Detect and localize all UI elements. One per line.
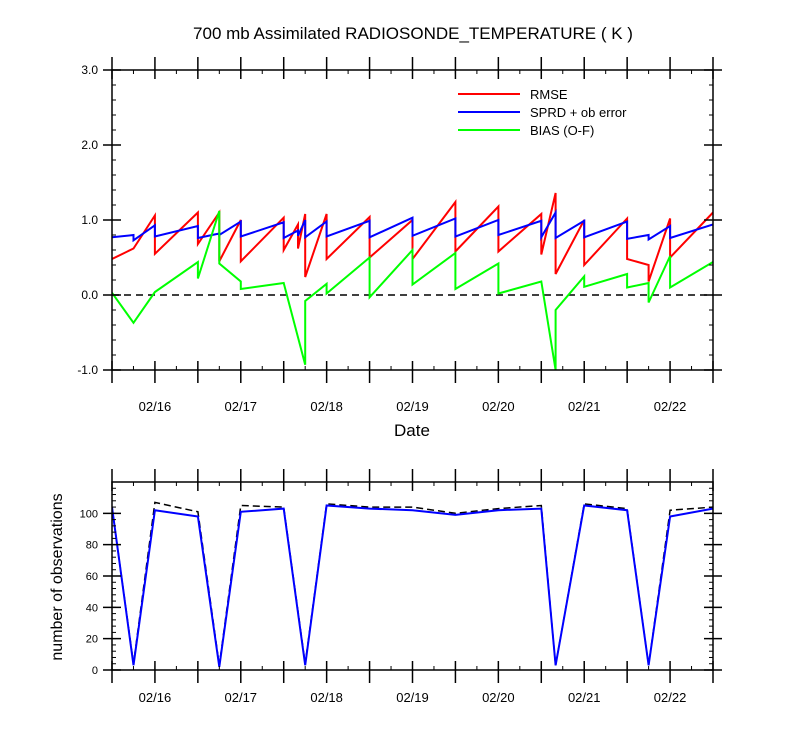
- x-tick-label: 02/22: [654, 690, 687, 705]
- series-line-bias-o-f: [112, 210, 713, 370]
- bottom-series-group: [112, 501, 713, 668]
- x-tick-label: 02/17: [225, 690, 258, 705]
- y-tick-label: 3.0: [81, 63, 98, 77]
- x-tick-label: 02/19: [396, 399, 429, 414]
- y-tick-label: 20: [86, 634, 98, 646]
- x-tick-label: 02/16: [139, 690, 172, 705]
- x-tick-label: 02/19: [396, 690, 429, 705]
- x-tick-label: 02/21: [568, 399, 601, 414]
- x-tick-label: 02/17: [225, 399, 258, 414]
- bottom-x-axis: 02/16 02/17 02/18 02/19 02/20 02/21 02/22: [111, 469, 714, 705]
- top-series-group: [112, 192, 713, 370]
- legend-label-bias: BIAS (O-F): [530, 123, 594, 138]
- x-tick-label: 02/16: [139, 399, 172, 414]
- series-line-assimilated-observations: [112, 504, 713, 668]
- x-tick-label: 02/20: [482, 399, 515, 414]
- y-tick-label: 60: [86, 571, 98, 583]
- x-tick-label: 02/18: [310, 399, 343, 414]
- y-axis-label-observations: number of observations: [49, 493, 66, 660]
- y-tick-label: 0: [92, 665, 98, 677]
- bottom-y-axis: 0 20 40 60 80 100: [80, 481, 722, 677]
- top-y-axis: -1.0 0.0 1.0 2.0 3.0: [77, 63, 722, 377]
- y-tick-label: 40: [86, 602, 98, 614]
- legend-label-sprd: SPRD + ob error: [530, 105, 627, 120]
- series-line-total-observations: [112, 501, 713, 666]
- y-tick-label: 100: [80, 508, 98, 520]
- x-tick-label: 02/20: [482, 690, 515, 705]
- top-x-axis: 02/16 02/17 02/18 02/19 02/20 02/21 02/22: [111, 57, 714, 414]
- series-line-sprd-ob-error: [112, 208, 713, 243]
- top-panel: -1.00.01.02.03.0 02/16 02/17 02/18 02/19 02/…: [77, 57, 722, 440]
- x-axis-label: Date: [394, 421, 430, 440]
- y-tick-label: 1.0: [81, 213, 98, 227]
- y-tick-label: 80: [86, 540, 98, 552]
- y-tick-label: 0.0: [81, 288, 98, 302]
- legend-label-rmse: RMSE: [530, 87, 568, 102]
- legend: RMSE SPRD + ob error BIAS (O-F): [458, 87, 627, 138]
- x-tick-label: 02/18: [310, 690, 343, 705]
- x-tick-label: 02/22: [654, 399, 687, 414]
- y-tick-label: 2.0: [81, 138, 98, 152]
- x-tick-label: 02/21: [568, 690, 601, 705]
- chart-title: 700 mb Assimilated RADIOSONDE_TEMPERATUR…: [193, 24, 633, 43]
- y-tick-label: -1.0: [77, 363, 98, 377]
